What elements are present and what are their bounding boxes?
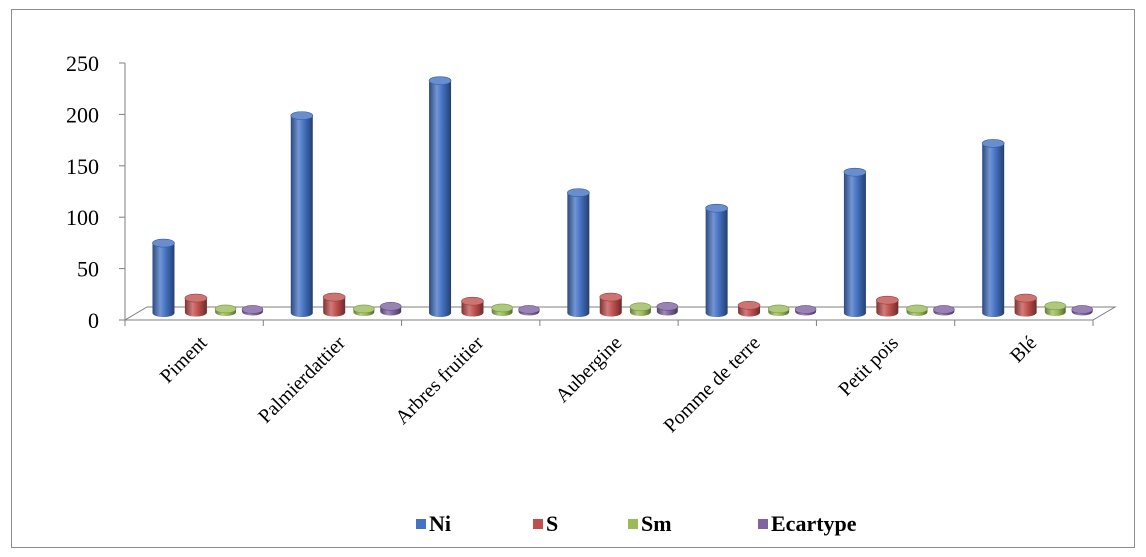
bar-ni-arbres-fruitier	[428, 76, 452, 317]
bar-ecartype-piment	[241, 305, 264, 316]
bar-ni-petit-pois	[843, 167, 867, 317]
legend-item-ni: Ni	[416, 511, 451, 536]
bar-s-pomme-de-terre	[737, 301, 761, 317]
bar-ni-pomme-de-terre	[705, 203, 728, 317]
y-tick-labels: 0 50 100 150 200 250	[66, 51, 99, 333]
bar-ecartype-petit-pois	[933, 305, 955, 316]
legend-item-sm: Sm	[628, 511, 672, 536]
bar-ecartype-aubergine	[656, 302, 679, 316]
bar-sm-palmierdattier	[353, 304, 375, 316]
legend-label: Ecartype	[771, 511, 857, 536]
bar-s-petit-pois	[876, 295, 899, 317]
bar-sm-pomme-de-terre	[767, 304, 790, 316]
y-tick-label-100: 100	[66, 205, 99, 230]
bar-sm-ble	[1044, 301, 1067, 316]
legend-swatch	[416, 519, 426, 529]
bar-s-piment	[184, 293, 208, 317]
legend-label: Ni	[429, 511, 451, 536]
bar-s-aubergine	[599, 292, 623, 317]
bar-sm-arbres-fruitier	[491, 303, 513, 316]
y-tick-label-50: 50	[77, 257, 99, 282]
bar-s-ble	[1014, 293, 1037, 317]
bar-s-palmierdattier	[322, 292, 346, 317]
bar-ecartype-palmierdattier	[379, 302, 402, 316]
legend-item-s: S	[533, 511, 558, 536]
bar-ecartype-pomme-de-terre	[794, 305, 817, 316]
legend-swatch	[758, 519, 768, 529]
bar-ni-ble	[981, 139, 1005, 317]
legend-item-ecartype: Ecartype	[758, 511, 857, 536]
y-tick-label-150: 150	[66, 154, 99, 179]
legend-label: Sm	[641, 511, 672, 536]
bars-layer	[152, 76, 1093, 318]
y-tick-label-250: 250	[66, 51, 99, 76]
legend: Ni S Sm Ecartype	[416, 511, 857, 536]
bar-s-arbres-fruitier	[461, 296, 484, 317]
bar-ecartype-arbres-fruitier	[518, 305, 540, 316]
bar-ecartype-ble	[1071, 305, 1093, 316]
bar-ni-palmierdattier	[290, 111, 314, 318]
bar-sm-piment	[214, 304, 237, 316]
bar-sm-petit-pois	[906, 304, 928, 316]
y-tick-label-0: 0	[88, 308, 99, 333]
legend-label: S	[546, 511, 558, 536]
bar-ni-aubergine	[567, 188, 590, 317]
bar-ni-piment	[152, 238, 175, 317]
bar-sm-aubergine	[629, 302, 652, 316]
legend-swatch	[628, 519, 638, 529]
y-tick-label-200: 200	[66, 102, 99, 127]
legend-swatch	[533, 519, 543, 529]
